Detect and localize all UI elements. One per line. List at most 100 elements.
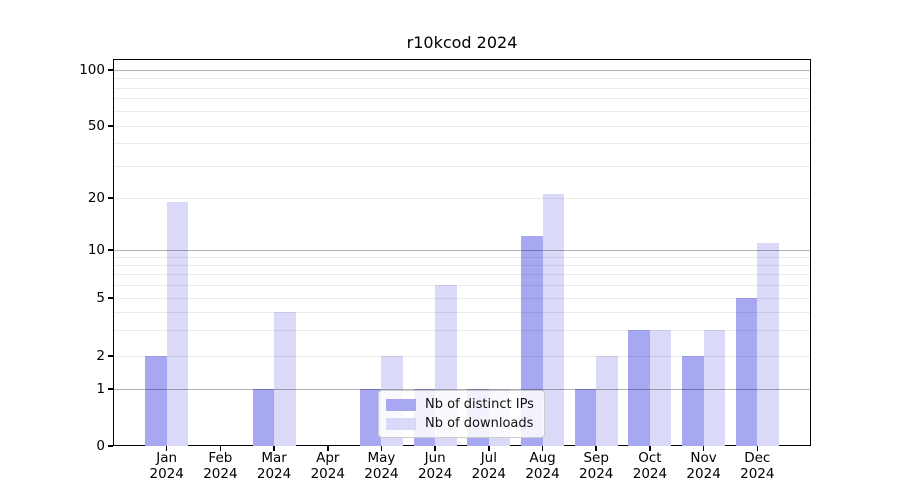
- x-tick-label: Jul 2024: [461, 450, 517, 482]
- y-tick-label: 2: [96, 348, 105, 364]
- y-tick: [108, 297, 113, 299]
- x-tick-year: 2024: [149, 465, 184, 482]
- bar-downloads: [166, 201, 189, 446]
- x-tick-month: Jun: [424, 450, 446, 466]
- x-tick-month: Jul: [480, 450, 497, 466]
- x-tick: [327, 446, 329, 451]
- x-tick-label: Oct 2024: [622, 450, 678, 482]
- y-tick: [108, 445, 113, 447]
- x-tick: [273, 446, 275, 451]
- x-tick-label: May 2024: [353, 450, 409, 482]
- x-tick-year: 2024: [471, 465, 507, 482]
- x-tick-month: Feb: [208, 450, 233, 466]
- y-tick-label: 50: [87, 118, 105, 134]
- y-tick: [108, 125, 113, 127]
- gridline-minor: [113, 197, 811, 199]
- x-tick: [756, 446, 759, 451]
- y-tick: [108, 355, 113, 357]
- x-tick-month: Nov: [690, 450, 717, 466]
- legend-label-distinct-ips: Nb of distinct IPs: [425, 397, 534, 412]
- x-tick-year: 2024: [579, 465, 614, 482]
- x-tick: [702, 446, 705, 451]
- gridline-minor: [113, 264, 811, 266]
- y-tick-label: 0: [96, 438, 105, 454]
- gridline-minor: [113, 355, 811, 357]
- x-tick: [434, 446, 436, 451]
- x-tick: [165, 446, 168, 451]
- y-tick: [108, 249, 113, 251]
- legend-label-downloads: Nb of downloads: [425, 416, 534, 431]
- gridline-minor: [113, 125, 811, 127]
- x-tick-label: Jan 2024: [139, 450, 195, 482]
- bar-distinct-ips: [735, 298, 758, 446]
- gridline-minor: [113, 78, 811, 79]
- x-tick-month: Sep: [583, 450, 609, 466]
- y-tick: [108, 69, 113, 71]
- x-tick-month: Aug: [529, 450, 556, 466]
- x-tick-year: 2024: [364, 465, 399, 482]
- legend-item: Nb of downloads: [386, 416, 536, 431]
- y-tick-label: 100: [79, 62, 105, 78]
- bar-downloads: [542, 194, 565, 446]
- gridline-minor: [113, 284, 811, 286]
- bar-distinct-ips: [359, 389, 382, 446]
- bar-distinct-ips: [628, 330, 650, 446]
- plot-area: [113, 59, 811, 446]
- x-tick-label: Sep 2024: [568, 450, 624, 482]
- x-tick-label: Mar 2024: [246, 450, 302, 482]
- bar-distinct-ips: [574, 389, 597, 446]
- x-tick: [541, 446, 544, 451]
- gridline-minor: [113, 297, 811, 299]
- x-tick-label: Nov 2024: [676, 450, 732, 482]
- x-tick-year: 2024: [256, 465, 292, 482]
- x-tick: [380, 446, 383, 451]
- x-tick-year: 2024: [686, 465, 721, 482]
- gridline-minor: [113, 329, 811, 331]
- legend-swatch-distinct-ips-icon: [386, 398, 416, 411]
- legend: Nb of distinct IPs Nb of downloads: [378, 390, 545, 438]
- x-tick-year: 2024: [525, 465, 560, 482]
- y-tick-label: 10: [87, 242, 105, 258]
- gridline-major: [113, 249, 811, 251]
- y-tick-label: 1: [96, 381, 105, 397]
- gridline-minor: [113, 274, 811, 276]
- gridline-major: [113, 388, 811, 390]
- y-tick: [108, 197, 113, 199]
- bar-downloads: [703, 330, 726, 446]
- gridline-minor: [113, 87, 811, 89]
- legend-swatch-downloads-icon: [386, 417, 416, 430]
- legend-item: Nb of distinct IPs: [386, 397, 536, 412]
- x-tick-year: 2024: [632, 465, 668, 482]
- y-tick: [108, 388, 113, 390]
- x-tick-year: 2024: [310, 465, 345, 482]
- gridline-major: [113, 69, 811, 71]
- gridline-minor: [113, 98, 811, 100]
- x-tick: [219, 446, 222, 451]
- x-tick-label: Apr 2024: [300, 450, 356, 482]
- y-tick-label: 5: [96, 290, 105, 306]
- y-tick-label: 20: [87, 190, 105, 206]
- bar-distinct-ips: [145, 356, 167, 446]
- gridline-minor: [113, 256, 811, 258]
- bar-distinct-ips: [252, 389, 275, 446]
- bar-downloads: [596, 356, 618, 446]
- x-tick-month: Jan: [156, 450, 178, 466]
- bar-downloads: [649, 330, 672, 446]
- bar-downloads: [757, 242, 779, 446]
- chart-title: r10kcod 2024: [406, 33, 518, 52]
- x-tick-month: May: [367, 450, 396, 466]
- gridline-minor: [113, 165, 811, 167]
- x-tick-label: Dec 2024: [729, 450, 785, 482]
- x-tick: [488, 446, 490, 451]
- x-tick-year: 2024: [740, 465, 775, 482]
- bar-downloads: [274, 312, 296, 446]
- x-tick-month: Oct: [638, 450, 662, 466]
- x-tick-month: Apr: [316, 450, 340, 466]
- bar-distinct-ips: [682, 356, 704, 446]
- x-tick: [595, 446, 597, 451]
- gridline-minor: [113, 143, 811, 145]
- x-tick-month: Mar: [261, 450, 287, 466]
- x-tick-month: Dec: [744, 450, 771, 466]
- x-tick: [649, 446, 651, 451]
